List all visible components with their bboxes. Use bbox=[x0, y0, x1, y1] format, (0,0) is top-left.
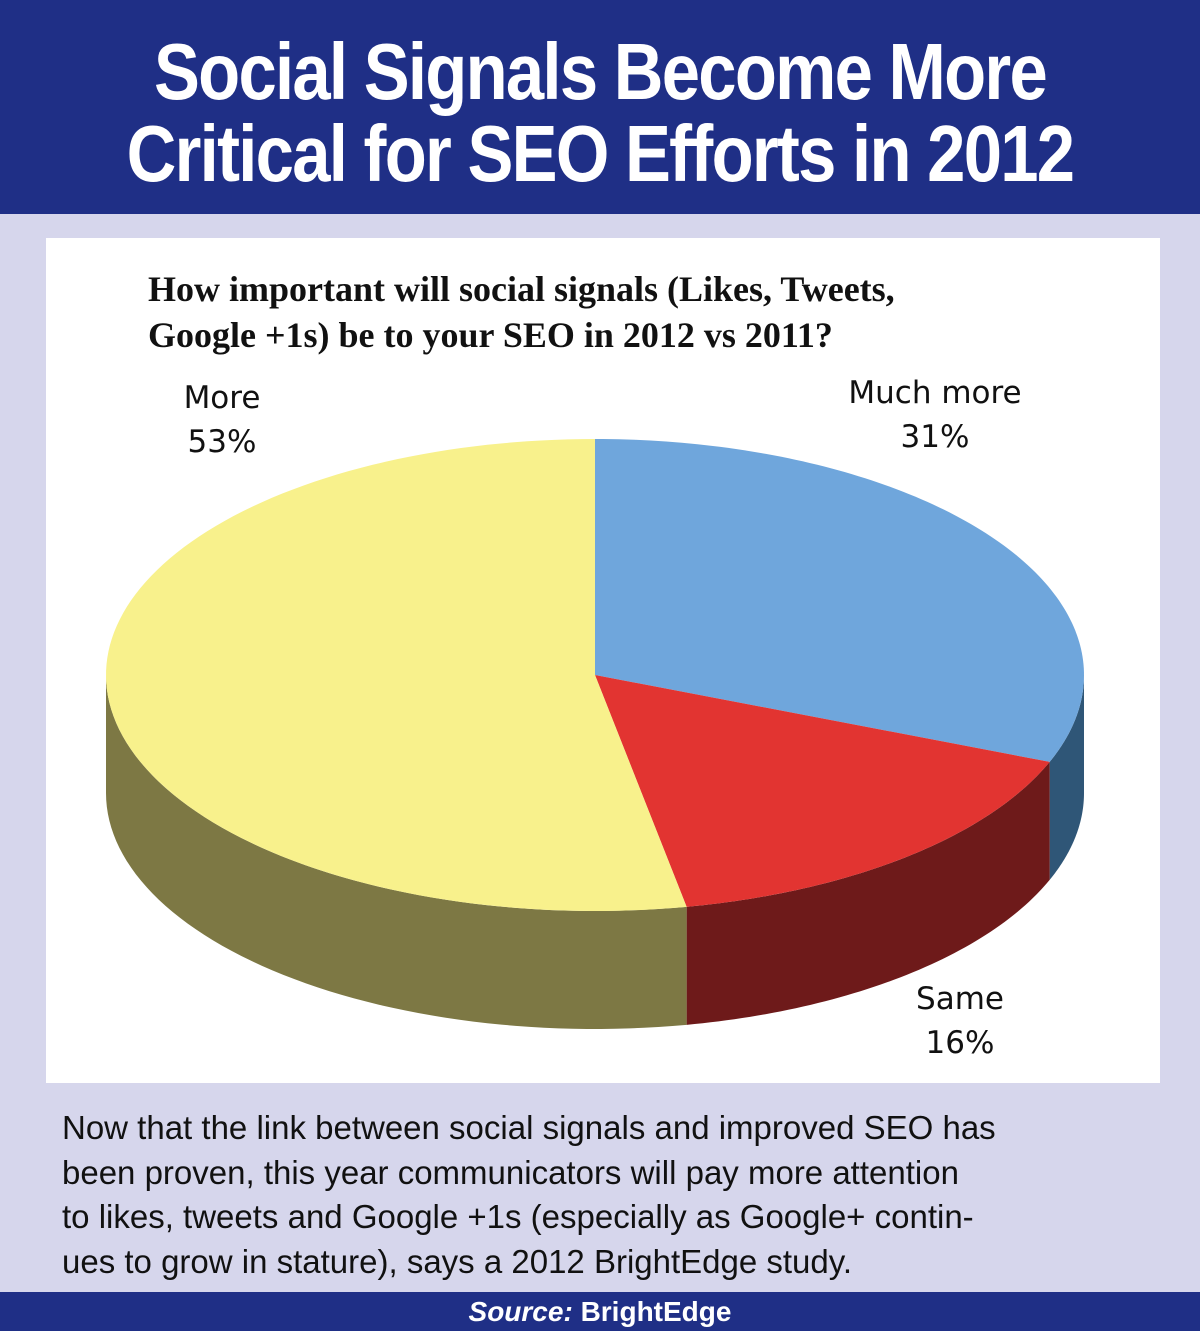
slice-label-same: Same 16% bbox=[916, 981, 1004, 1061]
source-name: BrightEdge bbox=[580, 1296, 732, 1327]
slice-label-value: 16% bbox=[926, 1025, 995, 1061]
slice-label-more: More 53% bbox=[184, 380, 261, 460]
pie-slice-more bbox=[106, 439, 687, 911]
pie-slice-much-more bbox=[595, 439, 1084, 762]
pie-chart: Much more 31% Same 16% More 53% bbox=[106, 375, 1084, 1061]
source-label: Source: bbox=[468, 1296, 573, 1327]
caption-text: Now that the link between social signals… bbox=[62, 1106, 1162, 1284]
pie-side-same bbox=[686, 761, 1050, 1025]
chart-title-line-2: Critical for SEO Efforts in 2012 bbox=[126, 109, 1075, 198]
slice-label-much-more: Much more 31% bbox=[848, 375, 1021, 455]
source-footer: Source: BrightEdge bbox=[0, 1292, 1200, 1331]
chart-panel: How important will social signals (Likes… bbox=[46, 238, 1160, 1083]
caption-line-4: ues to grow in stature), says a 2012 Bri… bbox=[62, 1242, 852, 1280]
pie-side-more bbox=[106, 675, 687, 1029]
slice-label-name: Same bbox=[916, 981, 1004, 1017]
slice-label-name: Much more bbox=[848, 375, 1021, 411]
slice-label-name: More bbox=[184, 380, 261, 416]
slice-label-value: 53% bbox=[188, 424, 257, 460]
caption-line-3: to likes, tweets and Google +1s (especia… bbox=[62, 1198, 974, 1235]
chart-title-line-1: Social Signals Become More bbox=[153, 27, 1048, 116]
chart-header: Social Signals Become More Critical for … bbox=[0, 0, 1200, 214]
pie-slice-same bbox=[595, 675, 1050, 907]
caption-line-1: Now that the link between social signals… bbox=[62, 1109, 996, 1146]
caption-line-2: been proven, this year communicators wil… bbox=[62, 1153, 959, 1191]
survey-question-line-1: How important will social signals (Likes… bbox=[148, 269, 895, 309]
slice-label-value: 31% bbox=[901, 419, 970, 455]
survey-question-line-2: Google +1s) be to your SEO in 2012 vs 20… bbox=[148, 315, 833, 355]
pie-side-much-more bbox=[1049, 675, 1084, 880]
survey-question: How important will social signals (Likes… bbox=[148, 266, 1138, 358]
